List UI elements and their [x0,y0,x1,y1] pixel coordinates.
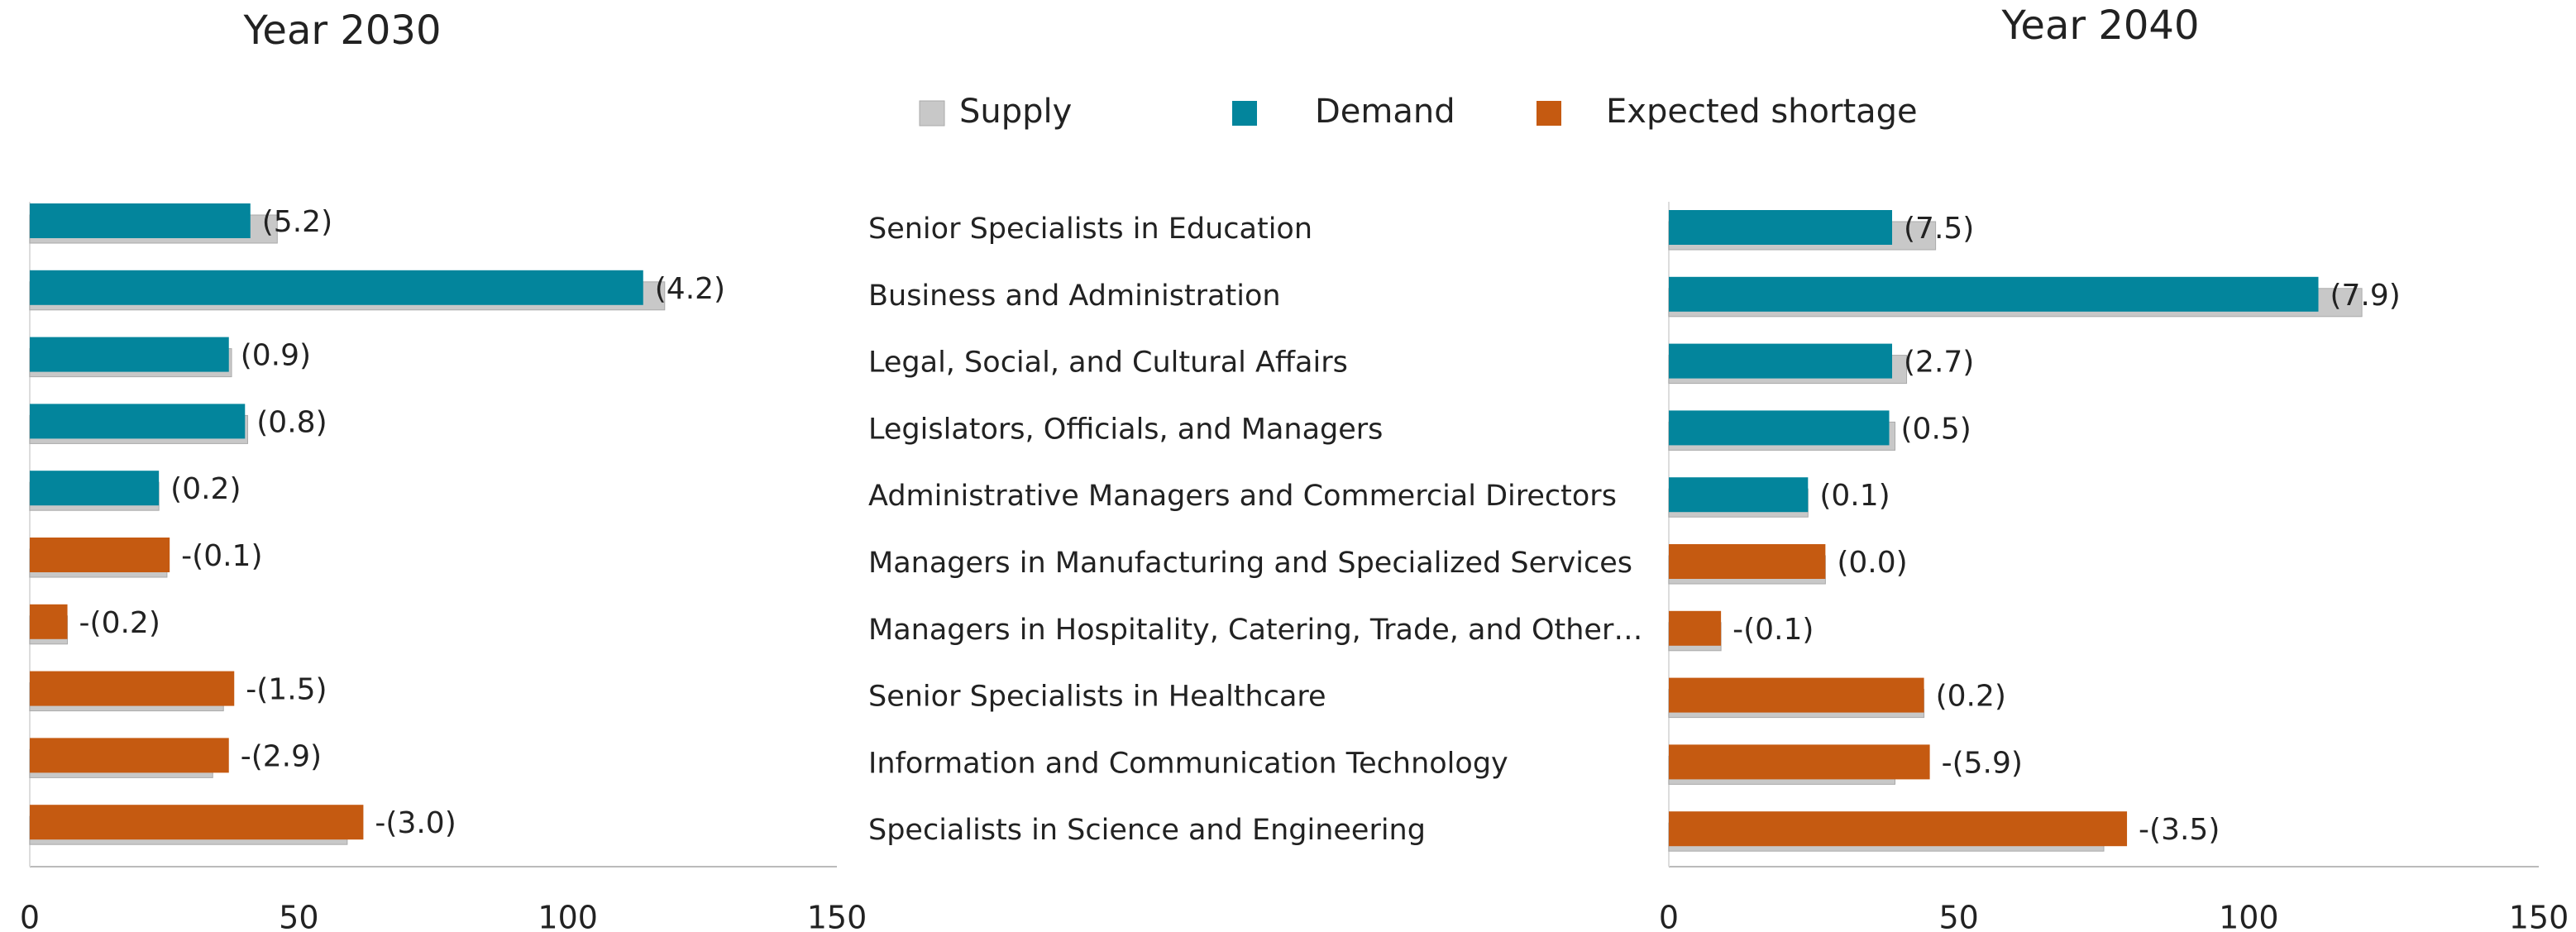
legend-label: Supply [959,93,1072,131]
demand-bar [1669,343,1893,379]
category-label: Managers in Hospitality, Catering, Trade… [868,614,1642,647]
value-label: (0.5) [1901,412,1971,446]
value-label: (2.7) [1904,346,1974,380]
demand-bar [1669,610,1722,646]
x-tick-label: 0 [20,900,40,932]
demand-bar [30,471,160,506]
value-label: (0.0) [1837,546,1907,580]
value-label: (0.9) [241,339,311,373]
legend-swatch [1232,101,1257,126]
chart-title: Year 2040 [2000,2,2199,49]
value-label: -(0.1) [181,539,262,573]
category-label: Legislators, Officials, and Managers [868,413,1383,446]
demand-bar [1669,544,1826,579]
legend-swatch [919,100,945,127]
category-label: Business and Administration [868,280,1281,313]
x-tick-label: 150 [807,900,867,932]
chart-title: Year 2030 [242,7,441,54]
category-label: Senior Specialists in Healthcare [868,681,1326,714]
x-tick-label: 100 [538,900,598,932]
demand-bar [1669,210,1893,245]
category-label: Information and Communication Technology [868,747,1508,780]
demand-bar [1669,410,1890,446]
demand-bar [30,671,235,706]
x-tick-label: 50 [279,900,318,932]
demand-bar [30,270,643,305]
demand-bar [1669,811,2128,847]
legend-label: Demand [1315,93,1455,131]
x-tick-label: 150 [2509,900,2569,932]
demand-bar [30,404,246,439]
category-label: Senior Specialists in Education [868,213,1312,246]
x-tick-label: 100 [2219,900,2279,932]
value-label: -(0.1) [1732,613,1814,647]
value-label: (0.8) [256,405,327,439]
x-tick-label: 0 [1659,900,1679,932]
value-label: (5.2) [262,205,332,239]
value-label: (7.5) [1904,212,1974,246]
demand-bar [1669,744,1930,780]
value-label: (7.9) [2330,279,2400,313]
demand-bar [30,604,68,639]
value-label: (4.2) [655,272,725,306]
demand-bar [30,337,229,372]
demand-bar [30,738,229,773]
value-label: -(2.9) [241,739,322,773]
value-label: -(0.2) [79,606,160,640]
category-label: Administrative Managers and Commercial D… [868,480,1617,513]
value-label: -(1.5) [246,673,327,707]
legend-label: Expected shortage [1606,93,1918,131]
value-label: -(3.5) [2139,813,2220,847]
value-label: -(5.9) [1942,746,2023,780]
value-label: (0.2) [1936,680,2006,714]
demand-bar [1669,677,1924,713]
demand-bar [30,203,251,238]
value-label: -(3.0) [375,806,456,840]
category-label: Specialists in Science and Engineering [868,814,1426,847]
demand-bar [1669,477,1809,513]
x-tick-label: 50 [1938,900,1978,932]
value-label: (0.2) [170,472,241,506]
category-label: Legal, Social, and Cultural Affairs [868,347,1348,380]
demand-bar [1669,276,2319,312]
value-label: (0.1) [1819,479,1890,513]
demand-bar [30,538,170,572]
demand-bar [30,805,364,840]
legend-swatch [1537,101,1561,126]
category-label: Managers in Manufacturing and Specialize… [868,547,1632,580]
